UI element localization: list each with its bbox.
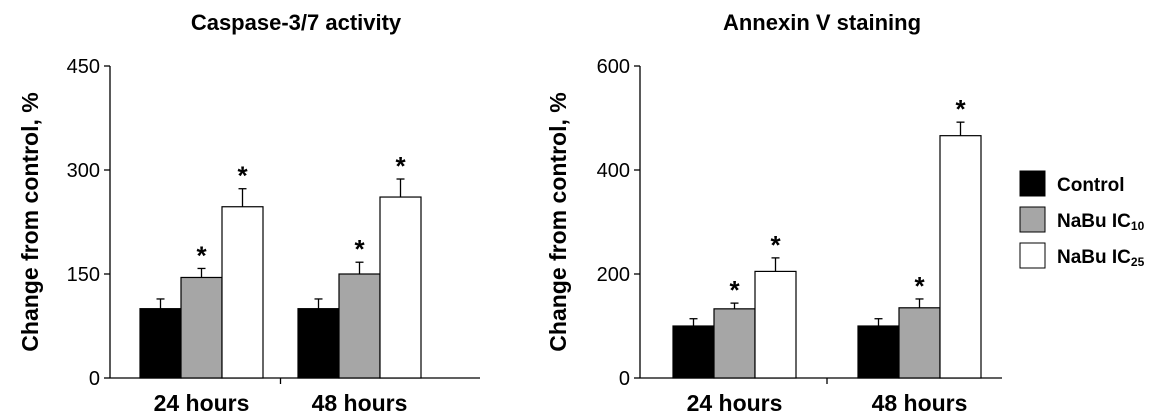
bar-annexin-0-0 <box>672 325 715 379</box>
y-tick-label: 0 <box>89 368 100 390</box>
bar-annexin-1-2 <box>939 135 982 379</box>
significance-marker: * <box>914 271 925 301</box>
bar-caspase-1-1 <box>338 273 381 379</box>
legend-label-ic25-main: NaBu IC <box>1057 247 1131 268</box>
legend-label-ic10-main: NaBu IC <box>1057 211 1131 232</box>
y-tick-label: 300 <box>67 160 100 182</box>
chart-title: Caspase-3/7 activity <box>191 10 402 35</box>
significance-marker: * <box>354 234 365 264</box>
chart-annexin: Annexin V staining Change from control, %… <box>545 10 1002 415</box>
bar-caspase-1-0 <box>297 308 340 379</box>
significance-marker: * <box>729 275 740 305</box>
significance-marker: * <box>395 151 406 181</box>
bar-caspase-1-2 <box>379 196 422 379</box>
x-category-label: 48 hours <box>312 390 408 415</box>
legend-swatch-ic10 <box>1019 206 1046 233</box>
bar-caspase-0-2 <box>221 206 264 379</box>
y-tick-label: 400 <box>597 160 630 182</box>
y-axis-label: Change from control, % <box>545 92 571 351</box>
bar-caspase-0-0 <box>139 308 182 379</box>
bar-annexin-1-0 <box>857 325 900 379</box>
y-tick-label: 0 <box>619 368 630 390</box>
x-category-label: 24 hours <box>687 390 783 415</box>
y-tick-label: 150 <box>67 264 100 286</box>
legend-label-ic25: NaBu IC25 <box>1057 247 1145 269</box>
legend-label-ic10-sub: 10 <box>1131 219 1145 233</box>
y-tick-label: 600 <box>597 56 630 78</box>
x-category-label: 24 hours <box>154 390 250 415</box>
legend-swatch-ic25 <box>1019 242 1046 269</box>
y-tick-label: 450 <box>67 56 100 78</box>
chart-caspase: Caspase-3/7 activity Change from control,… <box>17 10 480 415</box>
bar-annexin-0-2 <box>754 270 797 379</box>
legend-label-ic10: NaBu IC10 <box>1057 211 1145 233</box>
significance-marker: * <box>237 161 248 191</box>
bar-annexin-0-1 <box>713 308 756 379</box>
bar-caspase-0-1 <box>180 276 223 379</box>
y-axis-label: Change from control, % <box>17 92 43 351</box>
significance-marker: * <box>196 240 207 270</box>
significance-marker: * <box>770 230 781 260</box>
legend: Control NaBu IC10 NaBu IC25 <box>1019 170 1145 269</box>
legend-label-ic25-sub: 25 <box>1131 255 1145 269</box>
y-tick-label: 200 <box>597 264 630 286</box>
bar-annexin-1-1 <box>898 307 941 379</box>
x-category-label: 48 hours <box>872 390 968 415</box>
legend-label-control: Control <box>1057 175 1125 196</box>
legend-swatch-control <box>1019 170 1046 197</box>
significance-marker: * <box>955 94 966 124</box>
chart-title: Annexin V staining <box>723 10 921 35</box>
